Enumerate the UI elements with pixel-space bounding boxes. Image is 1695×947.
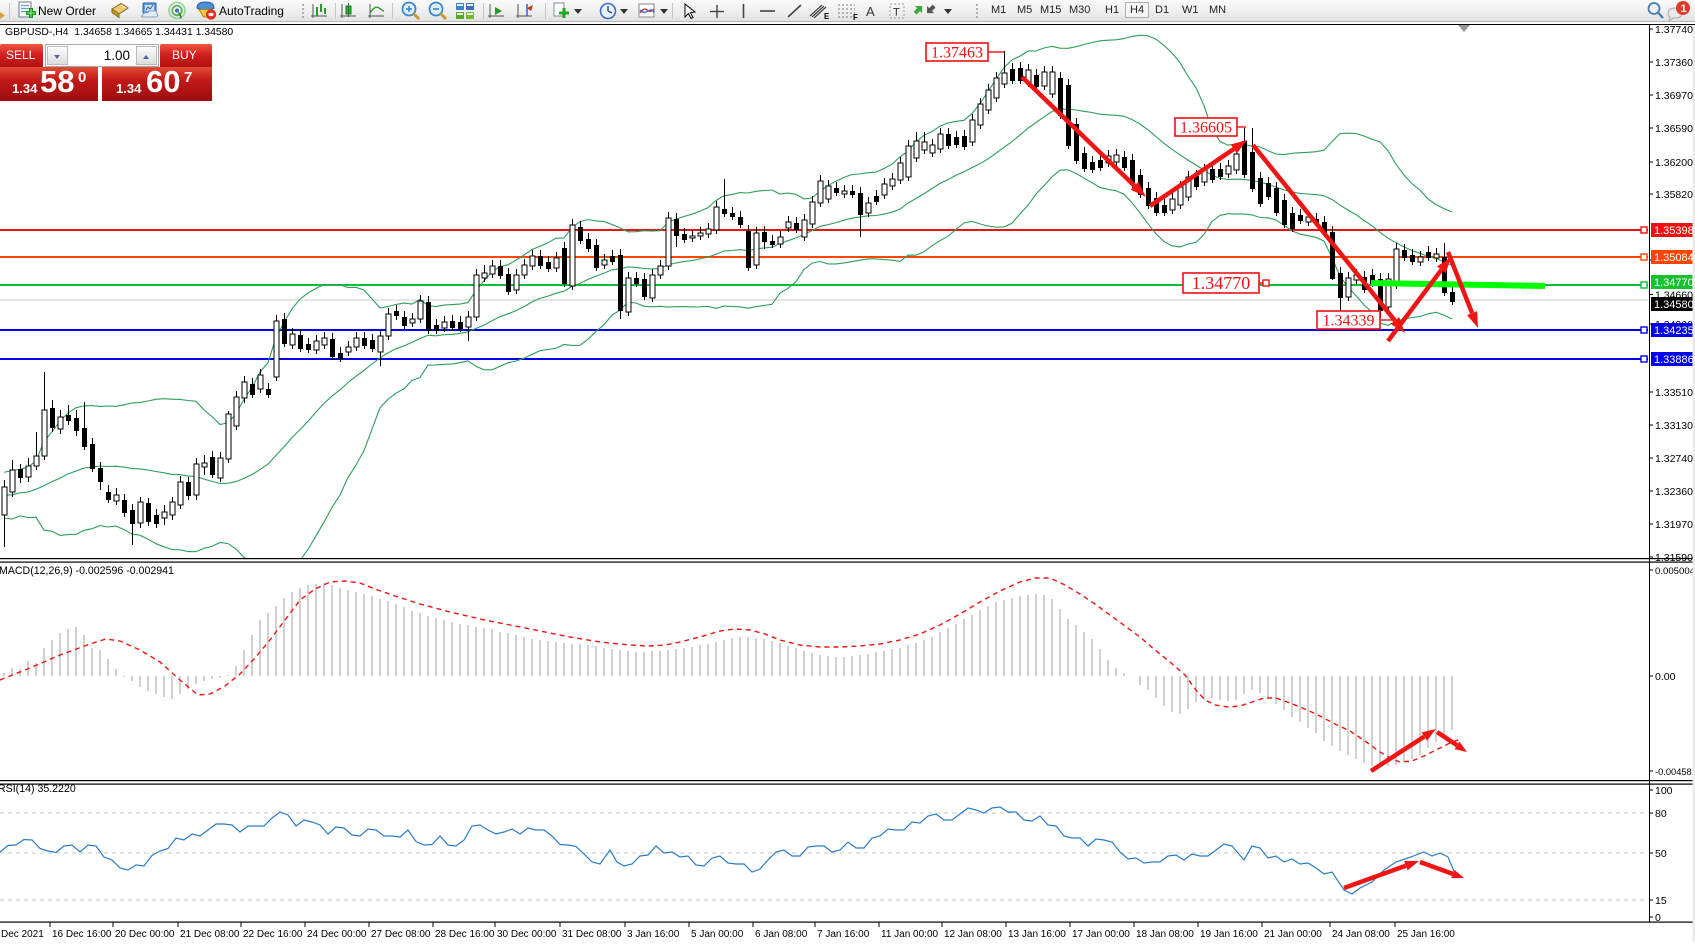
svg-text:80: 80 — [1655, 808, 1667, 820]
svg-text:1.35398: 1.35398 — [1654, 225, 1694, 237]
svg-text:12 Jan 08:00: 12 Jan 08:00 — [944, 929, 1002, 940]
svg-text:0.005004: 0.005004 — [1655, 566, 1695, 577]
svg-text:1.33130: 1.33130 — [1655, 420, 1693, 432]
svg-text:25 Jan 16:00: 25 Jan 16:00 — [1397, 929, 1455, 940]
svg-text:100: 100 — [1655, 785, 1673, 797]
svg-text:31 Dec 08:00: 31 Dec 08:00 — [562, 929, 622, 940]
svg-text:F: F — [853, 13, 858, 22]
svg-text:22 Dec 16:00: 22 Dec 16:00 — [243, 929, 303, 940]
svg-text:1.36200: 1.36200 — [1655, 157, 1693, 169]
svg-text:1.34580: 1.34580 — [1654, 299, 1694, 311]
svg-text:30 Dec 00:00: 30 Dec 00:00 — [497, 929, 557, 940]
svg-text:18 Jan 08:00: 18 Jan 08:00 — [1136, 929, 1194, 940]
svg-text:7 Jan 16:00: 7 Jan 16:00 — [817, 929, 870, 940]
svg-text:21 Jan 00:00: 21 Jan 00:00 — [1264, 929, 1322, 940]
svg-text:A: A — [866, 4, 875, 19]
svg-text:1.35084: 1.35084 — [1654, 252, 1694, 264]
svg-text:15: 15 — [1655, 895, 1667, 907]
svg-text:19 Jan 16:00: 19 Jan 16:00 — [1200, 929, 1258, 940]
svg-text:1.34339: 1.34339 — [1323, 312, 1375, 329]
svg-text:50: 50 — [1655, 848, 1667, 860]
svg-text:1.37360: 1.37360 — [1655, 57, 1693, 69]
svg-text:28 Dec 16:00: 28 Dec 16:00 — [435, 929, 495, 940]
svg-text:5 Jan 00:00: 5 Jan 00:00 — [691, 929, 744, 940]
svg-text:1.32360: 1.32360 — [1655, 486, 1693, 498]
svg-text:RSI(14) 35.2220: RSI(14) 35.2220 — [0, 783, 76, 795]
svg-text:21 Dec 08:00: 21 Dec 08:00 — [180, 929, 240, 940]
svg-text:1.31970: 1.31970 — [1655, 519, 1693, 531]
svg-text:1: 1 — [1681, 3, 1687, 15]
svg-text:1.34235: 1.34235 — [1654, 325, 1694, 337]
svg-text:T: T — [893, 7, 900, 19]
svg-text:1.34770: 1.34770 — [1654, 277, 1694, 289]
svg-text:1.36970: 1.36970 — [1655, 90, 1693, 102]
svg-text:0: 0 — [1655, 912, 1661, 924]
svg-text:1.33886: 1.33886 — [1654, 354, 1694, 366]
svg-text:24 Dec 00:00: 24 Dec 00:00 — [307, 929, 367, 940]
svg-text:17 Jan 00:00: 17 Jan 00:00 — [1072, 929, 1130, 940]
svg-text:0.00: 0.00 — [1655, 671, 1676, 683]
svg-text:1.36605: 1.36605 — [1180, 119, 1232, 136]
svg-text:24 Jan 08:00: 24 Jan 08:00 — [1332, 929, 1390, 940]
svg-text:11 Jan 00:00: 11 Jan 00:00 — [881, 929, 939, 940]
svg-text:E: E — [824, 12, 830, 21]
svg-text:1.37463: 1.37463 — [931, 44, 983, 61]
svg-text:1.35820: 1.35820 — [1655, 189, 1693, 201]
svg-text:-0.004582: -0.004582 — [1655, 767, 1695, 777]
svg-text:1.37740: 1.37740 — [1655, 24, 1693, 36]
svg-text:1.36590: 1.36590 — [1655, 123, 1693, 135]
svg-text:16 Dec 16:00: 16 Dec 16:00 — [52, 929, 112, 940]
svg-text:3 Jan 16:00: 3 Jan 16:00 — [627, 929, 680, 940]
svg-text:GBPUSD-,H4 1.34658 1.34665 1.: GBPUSD-,H4 1.34658 1.34665 1.34431 1.345… — [5, 27, 233, 38]
svg-text:1.33510: 1.33510 — [1655, 387, 1693, 399]
svg-text:6 Jan 08:00: 6 Jan 08:00 — [755, 929, 808, 940]
svg-text:1.34770: 1.34770 — [1192, 273, 1251, 293]
svg-text:20 Dec 00:00: 20 Dec 00:00 — [115, 929, 175, 940]
svg-text:1.32740: 1.32740 — [1655, 453, 1693, 465]
svg-text:13 Jan 16:00: 13 Jan 16:00 — [1008, 929, 1066, 940]
svg-text:27 Dec 08:00: 27 Dec 08:00 — [371, 929, 431, 940]
svg-text:Dec 2021: Dec 2021 — [1, 929, 44, 940]
svg-text:MACD(12,26,9) -0.002596 -0.002: MACD(12,26,9) -0.002596 -0.002941 — [0, 565, 174, 577]
